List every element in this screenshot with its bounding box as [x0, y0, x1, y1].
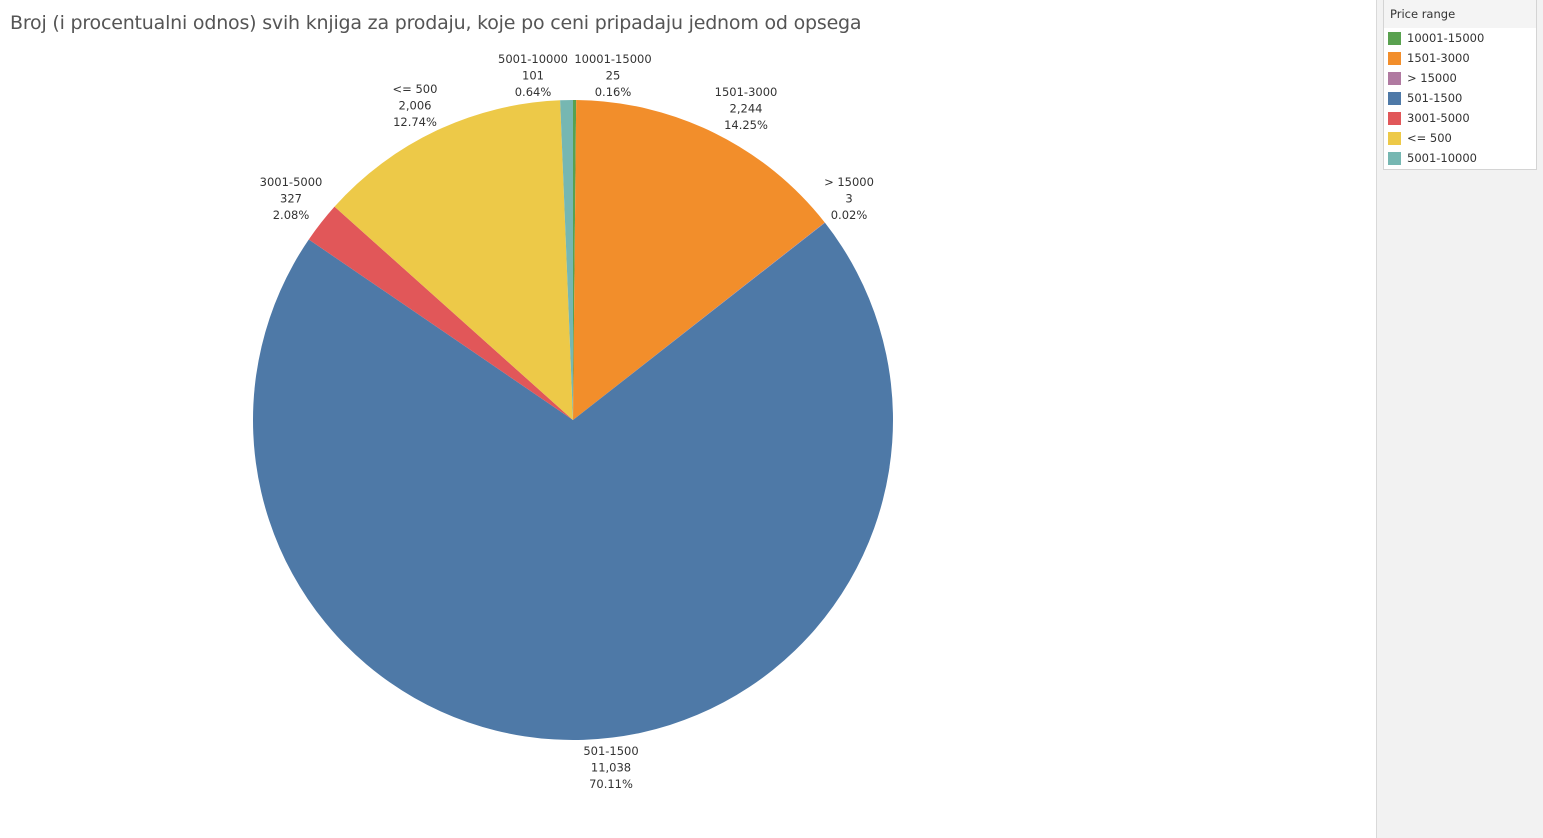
legend-item[interactable]: 10001-15000 — [1384, 28, 1536, 48]
legend-label: > 15000 — [1407, 71, 1457, 85]
legend-swatch — [1388, 51, 1401, 65]
legend-swatch — [1388, 131, 1401, 145]
legend-label: <= 500 — [1407, 131, 1452, 145]
slice-label-category: 1501-3000 — [715, 85, 778, 99]
slice-label-count: 327 — [280, 192, 302, 206]
pie-slice[interactable] — [253, 222, 894, 741]
slice-label-count: 101 — [522, 69, 544, 83]
legend-swatch — [1388, 111, 1401, 125]
slice-label-count: 2,244 — [730, 102, 763, 116]
slice-label-count: 25 — [606, 69, 621, 83]
slice-label-category: <= 500 — [393, 82, 438, 96]
pie-slice[interactable] — [334, 100, 573, 420]
legend-label: 1501-3000 — [1407, 51, 1470, 65]
legend-item[interactable]: 501-1500 — [1384, 88, 1536, 108]
slice-label-percent: 12.74% — [393, 115, 437, 129]
pie-chart: 10001-15000 25 0.16% 1501-3000 2,244 14.25% > … — [253, 52, 894, 791]
legend-item[interactable]: > 15000 — [1384, 68, 1536, 88]
legend-swatch — [1388, 71, 1401, 85]
slice-label-category: 501-1500 — [583, 744, 638, 758]
slice-label-count: 2,006 — [399, 99, 432, 113]
legend-swatch — [1388, 31, 1401, 45]
legend-label: 5001-10000 — [1407, 151, 1477, 165]
slice-label-category: 10001-15000 — [574, 52, 651, 66]
pie-slice[interactable] — [308, 206, 573, 420]
legend-items: 10001-15000 1501-3000 > 15000 501-1500 3001-… — [1384, 28, 1536, 168]
slice-label-category: > 15000 — [824, 175, 874, 189]
legend-swatch — [1388, 151, 1401, 165]
slice-label-percent: 0.16% — [595, 85, 632, 99]
pie-slice[interactable] — [573, 100, 825, 420]
slice-label-count: 11,038 — [591, 761, 631, 775]
pie-slice[interactable] — [573, 222, 825, 420]
legend-title: Price range — [1384, 0, 1536, 28]
legend-swatch — [1388, 91, 1401, 105]
legend-item[interactable]: 3001-5000 — [1384, 108, 1536, 128]
slice-label-percent: 2.08% — [273, 208, 310, 222]
page-title: Broj (i procentualni odnos) svih knjiga … — [10, 12, 862, 34]
legend-label: 3001-5000 — [1407, 111, 1470, 125]
legend-item[interactable]: 1501-3000 — [1384, 48, 1536, 68]
slice-label-percent: 70.11% — [589, 777, 633, 791]
slice-label-category: 5001-10000 — [498, 52, 568, 66]
pie-slice[interactable] — [560, 100, 573, 420]
slice-label-category: 3001-5000 — [260, 175, 323, 189]
slice-label-percent: 14.25% — [724, 118, 768, 132]
slice-label-percent: 0.64% — [515, 85, 552, 99]
slice-label-count: 3 — [845, 192, 852, 206]
legend-item[interactable]: 5001-10000 — [1384, 148, 1536, 168]
pie-slice[interactable] — [573, 100, 577, 420]
legend: Price range 10001-15000 1501-3000 > 15000 5… — [1383, 0, 1537, 170]
legend-label: 10001-15000 — [1407, 31, 1485, 45]
slice-label-percent: 0.02% — [831, 208, 868, 222]
legend-item[interactable]: <= 500 — [1384, 128, 1536, 148]
legend-label: 501-1500 — [1407, 91, 1463, 105]
